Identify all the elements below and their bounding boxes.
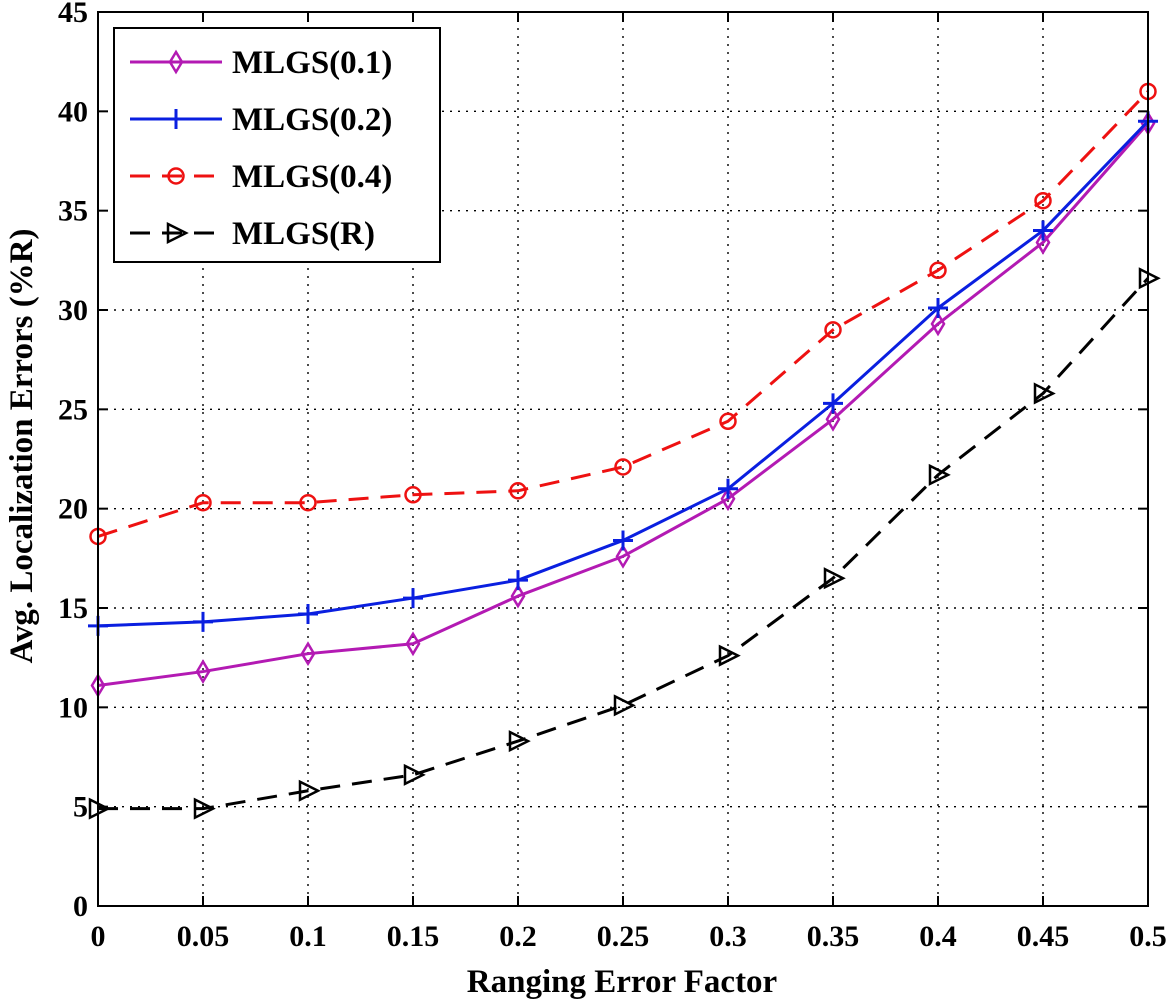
x-tick-label: 0.05 [177, 920, 230, 953]
x-tick-label: 0.15 [387, 920, 440, 953]
x-axis-title: Ranging Error Factor [467, 964, 777, 1000]
y-tick-label: 0 [73, 890, 88, 923]
data-point [403, 763, 426, 786]
legend-item: MLGS(0.2) [130, 102, 392, 138]
y-tick-label: 40 [58, 95, 88, 128]
data-point [823, 393, 843, 414]
y-tick-label: 45 [58, 0, 88, 29]
x-tick-label: 0.3 [709, 920, 747, 953]
ticks [97, 11, 1149, 907]
data-point [510, 583, 526, 609]
data-point [614, 458, 632, 476]
data-point [195, 659, 211, 685]
legend-marker [167, 167, 185, 185]
y-tick-label: 20 [58, 493, 88, 526]
series-line [98, 277, 1150, 811]
data-point [298, 603, 318, 624]
series-line [97, 122, 1150, 687]
y-tick-label: 15 [58, 592, 88, 625]
legend-item: MLGS(0.1) [130, 45, 392, 81]
legend-label: MLGS(0.2) [232, 102, 392, 138]
data-point [615, 543, 631, 569]
series-layer [88, 82, 1161, 820]
data-point [299, 493, 317, 512]
data-point [509, 482, 527, 500]
legend-item: MLGS(R) [130, 216, 375, 252]
data-point [824, 321, 842, 339]
data-point [719, 412, 737, 431]
data-point [718, 644, 741, 667]
x-tick-label: 0.1 [289, 920, 327, 953]
data-point [928, 463, 951, 486]
data-point [613, 530, 633, 551]
legend-label: MLGS(0.4) [232, 159, 392, 195]
x-tick-label: 0.4 [919, 920, 957, 953]
data-point [930, 311, 946, 337]
data-point [508, 570, 528, 591]
x-tick-label: 0.25 [597, 920, 650, 953]
legend-entries: MLGS(0.1) MLGS(0.2) MLGS(0.4) MLGS(R) [130, 45, 392, 252]
data-point [928, 298, 948, 319]
series-MLGS(R) [88, 267, 1161, 820]
x-tick-label: 0.5 [1129, 920, 1167, 953]
legend-marker [168, 49, 184, 75]
legend: MLGS(0.1) MLGS(0.2) MLGS(0.4) MLGS(R) [113, 27, 441, 263]
data-point [193, 797, 216, 820]
series-MLGS(0.2) [88, 111, 1158, 636]
data-point [1033, 382, 1056, 405]
data-point [1033, 220, 1053, 241]
data-point [1035, 230, 1051, 255]
y-tick-label: 35 [58, 195, 88, 228]
y-axis-title: Avg. Localization Errors (%R) [4, 228, 40, 663]
data-point [405, 631, 421, 657]
y-tick-label: 25 [58, 393, 88, 426]
data-point [508, 730, 531, 753]
data-point [403, 588, 423, 609]
data-point [404, 486, 422, 504]
y-tick-labels: 0 5 10 15 20 25 30 35 40 45 [58, 0, 88, 923]
y-tick-label: 10 [58, 691, 88, 724]
x-tick-label: 0.2 [499, 920, 537, 953]
data-point [720, 486, 736, 512]
legend-marker [166, 109, 186, 129]
data-point [193, 611, 213, 632]
data-point [823, 567, 846, 590]
data-point [929, 261, 947, 280]
data-point [718, 478, 738, 499]
x-tick-label: 0.35 [807, 920, 860, 953]
data-point [825, 406, 841, 432]
data-point [300, 641, 316, 667]
series-MLGS(0.4) [89, 82, 1157, 546]
legend-label: MLGS(R) [232, 216, 375, 252]
data-point [1034, 191, 1052, 210]
x-tick-label: 0 [91, 920, 106, 953]
x-tick-label: 0.45 [1017, 920, 1070, 953]
data-point [298, 779, 321, 802]
x-tick-labels: 0 0.05 0.1 0.15 0.2 0.25 0.3 0.35 0.4 0.45 0.5 [91, 920, 1167, 953]
data-point [194, 493, 212, 512]
y-tick-label: 5 [73, 791, 88, 824]
legend-item: MLGS(0.4) [130, 159, 392, 195]
legend-label: MLGS(0.1) [232, 45, 392, 81]
legend-marker [166, 221, 189, 245]
grid [98, 12, 1148, 906]
data-point [613, 694, 636, 717]
y-tick-label: 30 [58, 294, 88, 327]
